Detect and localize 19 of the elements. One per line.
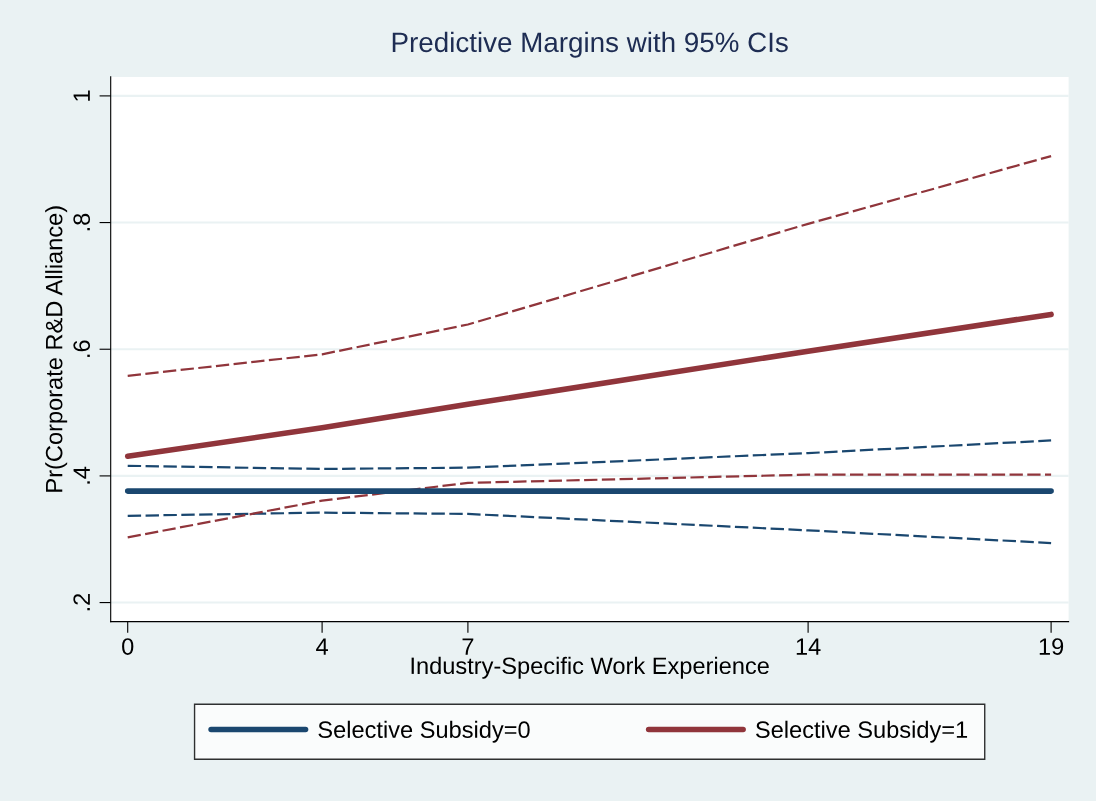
line-series bbox=[126, 154, 1053, 377]
x-tick-label: 4 bbox=[316, 638, 328, 655]
x-tick-label: 7 bbox=[462, 638, 474, 655]
y-axis-title: Pr(Corporate R&D Alliance) bbox=[45, 206, 68, 492]
line-series bbox=[126, 439, 1053, 471]
x-tick-label: 0 bbox=[122, 638, 134, 655]
line-series bbox=[126, 473, 1053, 539]
x-tick-label: 14 bbox=[796, 638, 821, 655]
y-tick-label: 1 bbox=[73, 90, 90, 101]
x-tick-label: 19 bbox=[1039, 638, 1064, 655]
legend-label: Selective Subsidy=1 bbox=[756, 720, 968, 743]
y-tick-label: .4 bbox=[73, 466, 90, 484]
y-tick-label: .2 bbox=[73, 593, 90, 611]
x-axis-title: Industry-Specific Work Experience bbox=[411, 656, 769, 679]
line-series bbox=[126, 511, 1053, 545]
y-tick-label: .6 bbox=[73, 340, 91, 357]
y-tick-label: .8 bbox=[73, 213, 91, 231]
legend-label: Selective Subsidy=0 bbox=[318, 720, 530, 743]
chart-title: Predictive Margins with 95% CIs bbox=[392, 31, 788, 58]
